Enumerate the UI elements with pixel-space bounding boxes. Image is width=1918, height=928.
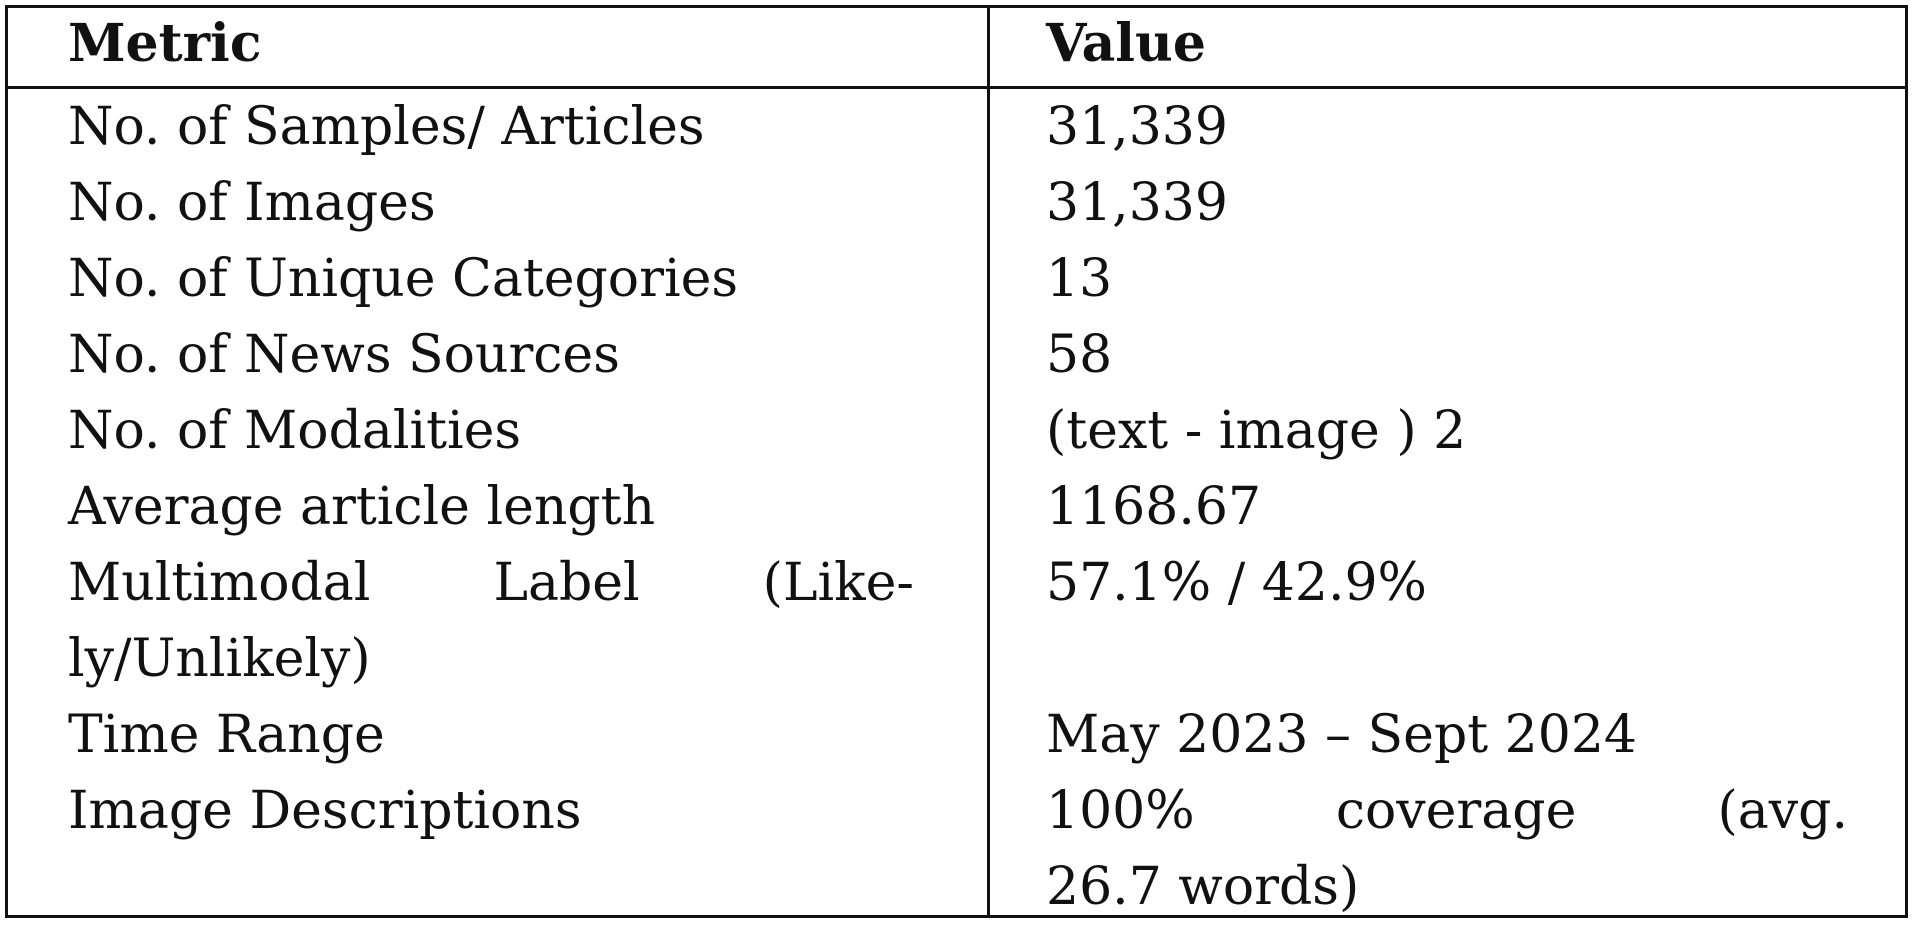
value-line: 26.7 words) — [1046, 857, 1360, 917]
row-metric: Image Descriptions — [68, 781, 582, 841]
row-metric: No. of Modalities — [68, 401, 522, 461]
metric-word: Multimodal — [68, 553, 371, 613]
row-value: (text - image ) 2 — [1046, 401, 1467, 461]
row-metric: No. of Unique Categories — [68, 249, 739, 309]
row-metric: No. of News Sources — [68, 325, 620, 385]
row-metric: No. of Samples/ Articles — [68, 97, 705, 157]
column-divider — [987, 8, 990, 915]
row-value: 58 — [1046, 325, 1113, 385]
row-value: 31,339 — [1046, 97, 1228, 157]
value-line: 100% coverage (avg. — [1046, 773, 1848, 849]
row-metric: Time Range — [68, 705, 385, 765]
row-value: 13 — [1046, 249, 1113, 309]
value-word: coverage — [1335, 781, 1577, 841]
value-word: (avg. — [1717, 781, 1848, 841]
metric-line: Multimodal Label (Like- — [68, 545, 914, 621]
metric-line: ly/Unlikely) — [68, 629, 371, 689]
metric-word: (Like- — [762, 553, 914, 613]
row-metric: Average article length — [68, 477, 656, 537]
stats-table: Metric Value No. of Samples/ Articles 31… — [5, 5, 1908, 918]
row-value: 57.1% / 42.9% — [1046, 553, 1427, 613]
row-value: 1168.67 — [1046, 477, 1262, 537]
row-metric: Multimodal Label (Like- ly/Unlikely) — [68, 545, 968, 697]
metric-word: Label — [493, 553, 640, 613]
row-metric: No. of Images — [68, 173, 436, 233]
header-metric: Metric — [68, 13, 262, 74]
row-value: 100% coverage (avg. 26.7 words) — [1046, 773, 1856, 925]
header-rule — [8, 86, 1905, 89]
header-value: Value — [1046, 13, 1206, 74]
row-value: May 2023 – Sept 2024 — [1046, 705, 1637, 765]
value-word: 100% — [1046, 781, 1195, 841]
row-value: 31,339 — [1046, 173, 1228, 233]
